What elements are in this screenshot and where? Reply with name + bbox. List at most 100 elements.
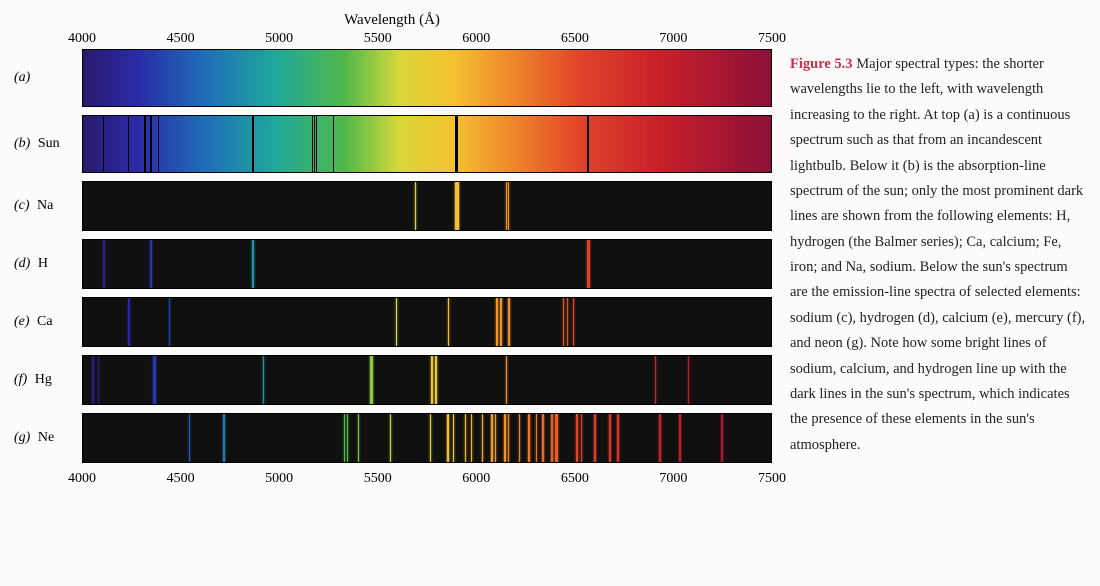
- spectral-line: [453, 414, 454, 462]
- spectral-line: [448, 298, 449, 346]
- spectral-line: [435, 356, 437, 404]
- row-label: (c) Na: [12, 198, 82, 214]
- spectral-line: [415, 182, 416, 230]
- axis-tick: 5000: [265, 31, 293, 47]
- spectral-line: [252, 116, 254, 172]
- axis-tick: 7000: [659, 471, 687, 487]
- spectral-line: [587, 240, 590, 288]
- row-label: (a): [12, 70, 82, 86]
- axis-top: 40004500500055006000650070007500: [82, 31, 772, 49]
- spectral-line: [344, 414, 345, 462]
- spectrum-row-a: (a): [12, 49, 772, 107]
- continuous-spectrum: [83, 116, 771, 172]
- spectral-line: [573, 298, 574, 346]
- spectrum-row-f: (f) Hg: [12, 355, 772, 405]
- spectral-line: [617, 414, 619, 462]
- spectrum-row-g: (g) Ne: [12, 413, 772, 463]
- spectral-line: [347, 414, 348, 462]
- spectral-line: [471, 414, 472, 462]
- spectral-line: [224, 414, 225, 462]
- spectral-line: [551, 414, 553, 462]
- row-label: (d) H: [12, 256, 82, 272]
- spectral-line: [536, 414, 537, 462]
- spectral-line: [333, 116, 334, 172]
- axis-tick: 7500: [758, 31, 786, 47]
- dark-background: [83, 182, 771, 230]
- axis-tick: 4500: [167, 471, 195, 487]
- spectral-line: [158, 116, 159, 172]
- spectral-line: [555, 414, 558, 462]
- spectral-line: [263, 356, 264, 404]
- axis-tick: 7000: [659, 31, 687, 47]
- axis-tick: 5000: [265, 471, 293, 487]
- caption-text: Major spectral types: the shorter wavele…: [790, 56, 1085, 453]
- axis-tick: 4000: [68, 471, 96, 487]
- spectral-line: [609, 414, 611, 462]
- spectral-line: [491, 414, 493, 462]
- spectrum-row-b: (b) Sun: [12, 115, 772, 173]
- spectral-line: [370, 356, 373, 404]
- spectral-line: [508, 298, 510, 346]
- spectrum-band: [82, 49, 772, 107]
- axis-tick: 6000: [462, 31, 490, 47]
- spectral-line: [508, 414, 509, 462]
- spectral-line: [189, 414, 190, 462]
- spectra-figure: Wavelength (Å) 4000450050005500600065007…: [12, 12, 772, 489]
- spectrum-row-d: (d) H: [12, 239, 772, 289]
- spectral-line: [500, 298, 502, 346]
- spectral-line: [128, 116, 129, 172]
- spectral-line: [576, 414, 578, 462]
- spectral-line: [496, 298, 498, 346]
- dark-background: [83, 356, 771, 404]
- axis-title: Wavelength (Å): [12, 12, 772, 29]
- spectral-line: [688, 356, 689, 404]
- spectrum-row-e: (e) Ca: [12, 297, 772, 347]
- spectral-line: [150, 240, 152, 288]
- continuous-spectrum: [83, 50, 771, 106]
- spectral-line: [528, 414, 530, 462]
- spectral-line: [721, 414, 723, 462]
- spectral-line: [103, 116, 104, 172]
- spectral-line: [430, 414, 431, 462]
- spectral-line: [508, 182, 509, 230]
- axis-bottom: 40004500500055006000650070007500: [82, 471, 772, 489]
- spectral-line: [456, 182, 459, 230]
- spectral-line: [495, 414, 496, 462]
- axis-tick: 4000: [68, 31, 96, 47]
- spectral-line: [153, 356, 156, 404]
- spectral-line: [594, 414, 596, 462]
- spectral-line: [396, 298, 397, 346]
- spectral-line: [316, 116, 317, 172]
- spectral-line: [679, 414, 681, 462]
- caption-label: Figure 5.3: [790, 56, 853, 72]
- spectral-line: [655, 356, 656, 404]
- spectrum-band: [82, 239, 772, 289]
- spectral-line: [456, 116, 458, 172]
- spectral-line: [506, 356, 507, 404]
- axis-tick: 7500: [758, 471, 786, 487]
- row-label: (b) Sun: [12, 136, 82, 152]
- spectral-line: [563, 298, 564, 346]
- row-label: (e) Ca: [12, 314, 82, 330]
- spectrum-row-c: (c) Na: [12, 181, 772, 231]
- spectral-line: [252, 240, 254, 288]
- dark-background: [83, 298, 771, 346]
- axis-tick: 6500: [561, 31, 589, 47]
- spectrum-band: [82, 413, 772, 463]
- spectral-line: [567, 298, 568, 346]
- row-label: (f) Hg: [12, 372, 82, 388]
- spectral-line: [98, 356, 99, 404]
- spectrum-band: [82, 115, 772, 173]
- spectrum-band: [82, 181, 772, 231]
- spectral-line: [504, 414, 506, 462]
- dark-background: [83, 414, 771, 462]
- spectral-line: [519, 414, 520, 462]
- spectrum-band: [82, 297, 772, 347]
- spectral-line: [659, 414, 661, 462]
- axis-tick: 6000: [462, 471, 490, 487]
- figure-caption: Figure 5.3 Major spectral types: the sho…: [790, 12, 1088, 489]
- spectral-line: [92, 356, 94, 404]
- spectral-line: [390, 414, 391, 462]
- spectral-line: [314, 116, 315, 172]
- spectral-line: [128, 298, 130, 346]
